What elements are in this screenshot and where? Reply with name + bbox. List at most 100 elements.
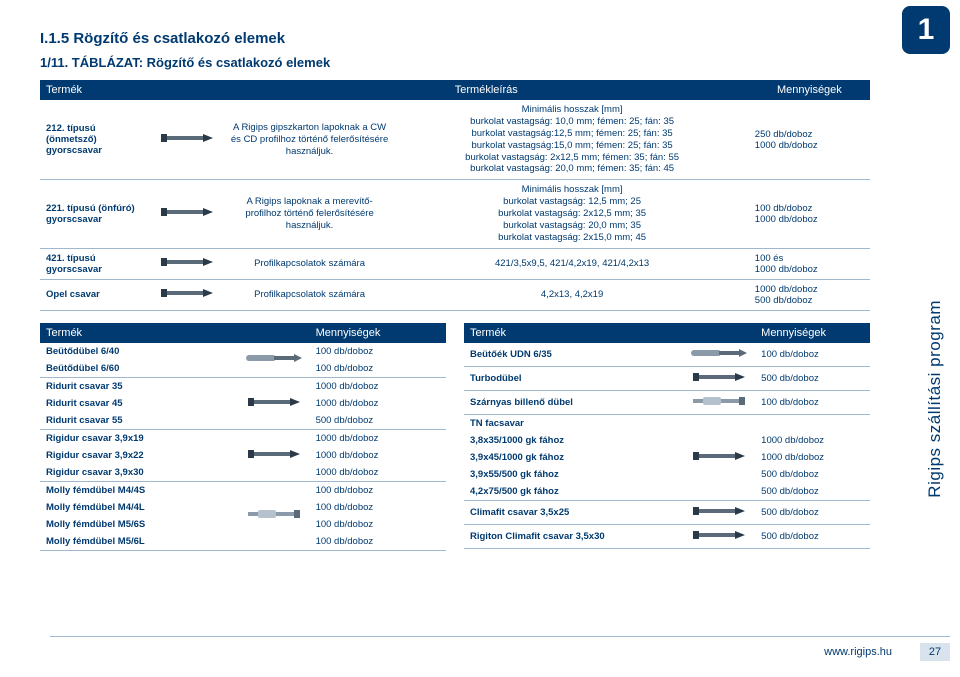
- page-number: 27: [920, 643, 950, 661]
- product-min: Minimális hosszak [mm]burkolat vastagság…: [395, 100, 748, 180]
- product-name: Rigidur csavar 3,9x30: [40, 464, 238, 482]
- product-qty: 500 db/doboz: [755, 366, 870, 390]
- screw-icon: [689, 370, 749, 384]
- th-qty: Mennyiségek: [749, 80, 870, 100]
- screw-icon: [689, 504, 749, 518]
- product-name: Molly fémdübel M4/4S: [40, 481, 238, 499]
- product-qty: 100 db/doboz1000 db/doboz: [749, 180, 870, 248]
- product-name: Szárnyas billenő dübel: [464, 390, 683, 414]
- product-image: [683, 500, 755, 524]
- product-qty: 1000 db/doboz: [310, 395, 446, 412]
- product-name: Beütődübel 6/40: [40, 343, 238, 360]
- product-qty: 500 db/doboz: [755, 483, 870, 501]
- table-row: Beütődübel 6/40 100 db/doboz: [40, 343, 446, 360]
- page-footer: www.rigips.hu 27: [50, 636, 950, 661]
- product-name: 3,9x55/500 gk fához: [464, 466, 683, 483]
- product-qty: 1000 db/doboz: [310, 447, 446, 464]
- table-row: 221. típusú (önfúró) gyorscsavarA Rigips…: [40, 180, 870, 248]
- product-image: [683, 414, 755, 500]
- product-name: Molly fémdübel M5/6S: [40, 516, 238, 533]
- product-desc: Profilkapcsolatok számára: [224, 248, 396, 279]
- product-name: Rigiton Climafit csavar 3,5x30: [464, 524, 683, 548]
- product-image: [151, 248, 224, 279]
- table-row: 3,8x35/1000 gk fához 1000 db/doboz: [464, 432, 870, 449]
- table-row: Rigidur csavar 3,9x19 1000 db/doboz: [40, 429, 446, 447]
- product-name: 212. típusú (önmetsző) gyorscsavar: [40, 100, 151, 180]
- product-qty: 100 db/doboz: [310, 360, 446, 378]
- table-row: Molly fémdübel M4/4S 100 db/doboz: [40, 481, 446, 499]
- product-name: 3,8x35/1000 gk fához: [464, 432, 683, 449]
- screw-icon: [157, 286, 217, 300]
- table-row: Rigiton Climafit csavar 3,5x30500 db/dob…: [464, 524, 870, 548]
- product-qty: 500 db/doboz: [310, 412, 446, 430]
- product-image: [238, 343, 310, 378]
- product-image: [683, 366, 755, 390]
- product-image: [238, 429, 310, 481]
- product-qty: 100 db/doboz: [755, 390, 870, 414]
- product-name: Ridurit csavar 35: [40, 377, 238, 395]
- th-product: Termék: [40, 80, 224, 100]
- th-qty-l: Mennyiségek: [310, 323, 446, 343]
- product-qty: 100 db/doboz: [310, 516, 446, 533]
- table-row: 3,9x45/1000 gk fához1000 db/doboz: [464, 449, 870, 466]
- product-name: Beütődübel 6/60: [40, 360, 238, 378]
- product-qty: 500 db/doboz: [755, 466, 870, 483]
- footer-url: www.rigips.hu: [50, 646, 900, 658]
- product-name: Opel csavar: [40, 279, 151, 310]
- table-row: 212. típusú (önmetsző) gyorscsavar A Rigi…: [40, 100, 870, 180]
- product-image: [683, 343, 755, 367]
- product-qty: 500 db/doboz: [755, 500, 870, 524]
- table-caption: 1/11. TÁBLÁZAT: Rögzítő és csatlakozó el…: [40, 55, 870, 70]
- th-qty-r: Mennyiségek: [755, 323, 870, 343]
- section-title: I.1.5 Rögzítő és csatlakozó elemek: [40, 30, 870, 47]
- product-min: Minimális hosszak [mm]burkolat vastagság…: [395, 180, 748, 248]
- table-row: 4,2x75/500 gk fához 500 db/doboz: [464, 483, 870, 501]
- product-name: 421. típusú gyorscsavar: [40, 248, 151, 279]
- anchor-icon: [689, 394, 749, 408]
- screw-icon: [157, 255, 217, 269]
- table-row: 421. típusú gyorscsavar Profilkapcsolatok…: [40, 248, 870, 279]
- left-table: Termék Mennyiségek Beütődübel 6/40 100 db…: [40, 323, 446, 551]
- product-name: 221. típusú (önfúró) gyorscsavar: [40, 180, 151, 248]
- product-qty: [755, 414, 870, 432]
- product-name: Rigidur csavar 3,9x19: [40, 429, 238, 447]
- product-qty: 100 db/doboz: [310, 533, 446, 551]
- product-qty: 1000 db/doboz: [310, 377, 446, 395]
- product-qty: 1000 db/doboz: [310, 429, 446, 447]
- product-qty: 1000 db/doboz: [755, 432, 870, 449]
- table-row: Ridurit csavar 35 1000 db/doboz: [40, 377, 446, 395]
- screw-icon: [689, 528, 749, 542]
- main-table: Termék Termékleírás Mennyiségek 212. típ…: [40, 80, 870, 311]
- screw-icon: [157, 131, 217, 145]
- screw-icon: [689, 449, 749, 463]
- product-desc: Profilkapcsolatok számára: [224, 279, 396, 310]
- page-content: I.1.5 Rögzítő és csatlakozó elemek 1/11.…: [40, 30, 870, 551]
- product-qty: 100 db/doboz: [310, 343, 446, 360]
- table-row: Beütőék UDN 6/35100 db/doboz: [464, 343, 870, 367]
- product-desc: A Rigips gipszkarton lapoknak a CW és CD…: [224, 100, 396, 180]
- product-name: Ridurit csavar 45: [40, 395, 238, 412]
- plug-icon: [244, 351, 304, 365]
- th-product-l: Termék: [40, 323, 310, 343]
- table-row: Opel csavarProfilkapcsolatok számára4,2x…: [40, 279, 870, 310]
- product-image: [151, 100, 224, 180]
- product-image: [151, 279, 224, 310]
- product-min: 421/3,5x9,5, 421/4,2x19, 421/4,2x13: [395, 248, 748, 279]
- product-name: TN facsavar: [464, 414, 683, 432]
- product-image: [238, 377, 310, 429]
- product-name: 4,2x75/500 gk fához: [464, 483, 683, 501]
- product-name: Turbodübel: [464, 366, 683, 390]
- product-name: Molly fémdübel M5/6L: [40, 533, 238, 551]
- product-name: Beütőék UDN 6/35: [464, 343, 683, 367]
- product-name: 3,9x45/1000 gk fához: [464, 449, 683, 466]
- th-product-r: Termék: [464, 323, 755, 343]
- screw-icon: [244, 447, 304, 461]
- screw-icon: [244, 395, 304, 409]
- product-image: [683, 524, 755, 548]
- th-desc: Termékleírás: [224, 80, 749, 100]
- product-name: Ridurit csavar 55: [40, 412, 238, 430]
- product-qty: 250 db/doboz1000 db/doboz: [749, 100, 870, 180]
- screw-icon: [157, 205, 217, 219]
- product-qty: 100 és1000 db/doboz: [749, 248, 870, 279]
- product-qty: 100 db/doboz: [310, 481, 446, 499]
